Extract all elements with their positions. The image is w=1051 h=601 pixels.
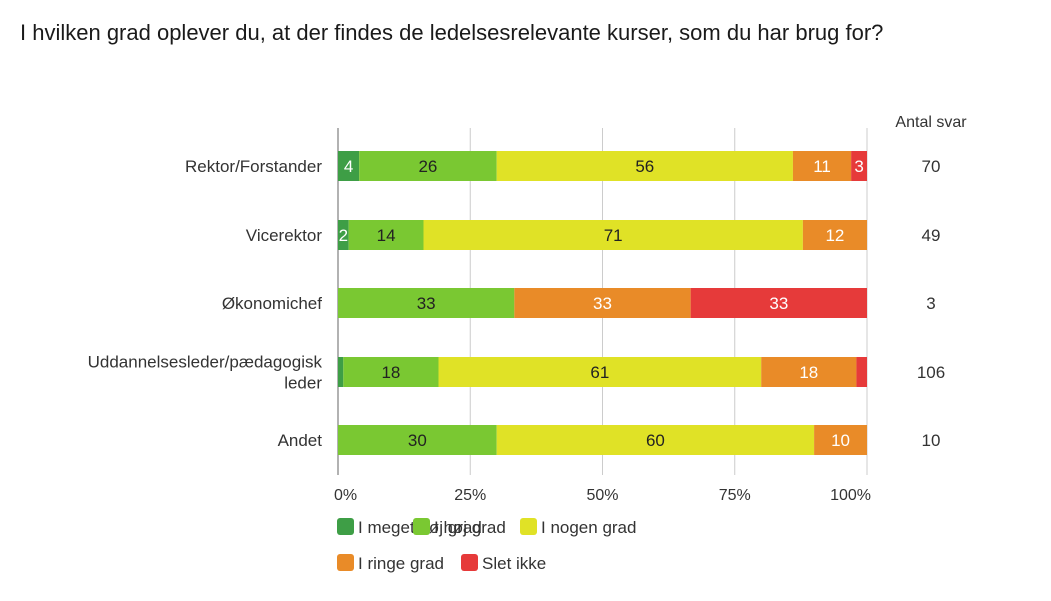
data-label: 10 [831, 431, 850, 450]
bar-segment [851, 151, 867, 181]
response-count: 10 [922, 431, 941, 450]
response-count: 106 [917, 363, 945, 382]
bar-segment [814, 425, 867, 455]
bar-segment [359, 151, 497, 181]
legend-swatch [337, 554, 354, 571]
bar-segment [423, 220, 803, 250]
legend-swatch [461, 554, 478, 571]
category-label: Uddannelsesleder/pædagogisk [88, 353, 323, 372]
data-label: 18 [381, 363, 400, 382]
legend-swatch [520, 518, 537, 535]
data-label: 60 [646, 431, 665, 450]
data-label: 71 [604, 226, 623, 245]
category-label: Andet [278, 431, 323, 450]
data-label: 30 [408, 431, 427, 450]
x-tick-label: 25% [454, 487, 486, 504]
bar-segment [496, 151, 793, 181]
data-label: 33 [769, 294, 788, 313]
data-label: 4 [344, 157, 353, 176]
bar-segment [338, 151, 360, 181]
x-tick-label: 0% [334, 487, 357, 504]
legend-label: I høj grad [434, 518, 506, 537]
data-label: 18 [799, 363, 818, 382]
bar-segment [338, 220, 349, 250]
chart-title: I hvilken grad oplever du, at der findes… [20, 20, 884, 45]
data-label: 2 [339, 226, 348, 245]
x-tick-label: 50% [586, 487, 618, 504]
legend-label: Slet ikke [482, 554, 546, 573]
bar-segment [802, 220, 867, 250]
bar-segment [514, 288, 691, 318]
response-count: 70 [922, 157, 941, 176]
bar-segment [338, 425, 497, 455]
x-tick-label: 100% [830, 487, 871, 504]
data-label: 3 [854, 157, 863, 176]
legend-label: I ringe grad [358, 554, 444, 573]
bar-segment [792, 151, 852, 181]
response-count: 3 [926, 294, 935, 313]
legend-swatch [337, 518, 354, 535]
bar-segment [343, 357, 439, 387]
legend-swatch [413, 518, 430, 535]
response-count: 49 [922, 226, 941, 245]
category-label: leder [284, 374, 322, 393]
bar-segment [856, 357, 867, 387]
bar-segment [338, 288, 515, 318]
data-label: 26 [418, 157, 437, 176]
legend-label: I nogen grad [541, 518, 636, 537]
counts-header: Antal svar [895, 114, 967, 131]
bar-segment [496, 425, 815, 455]
x-tick-label: 75% [719, 487, 751, 504]
bar-segment [348, 220, 424, 250]
category-label: Vicerektor [246, 226, 323, 245]
data-label: 33 [417, 294, 436, 313]
bar-segment [690, 288, 867, 318]
data-label: 11 [813, 157, 831, 176]
data-label: 14 [377, 226, 396, 245]
data-label: 12 [825, 226, 844, 245]
bar-segment [761, 357, 857, 387]
data-label: 61 [590, 363, 609, 382]
data-label: 33 [593, 294, 612, 313]
data-label: 56 [635, 157, 654, 176]
bar-segment [338, 357, 344, 387]
category-label: Rektor/Forstander [185, 157, 322, 176]
category-label: Økonomichef [222, 294, 322, 313]
bar-segment [438, 357, 762, 387]
